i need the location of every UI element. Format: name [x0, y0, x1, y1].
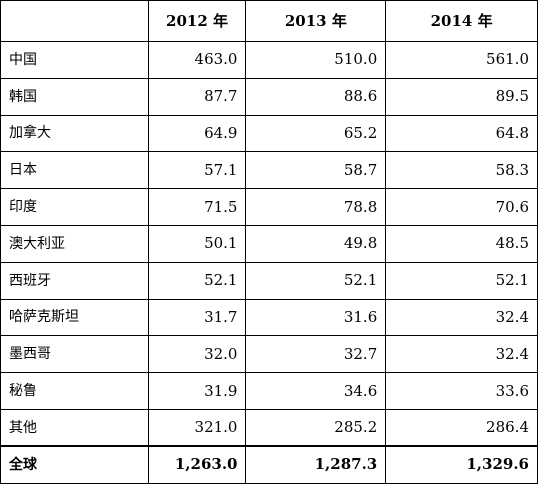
- value-cell: 65.2: [245, 114, 387, 153]
- value-cell: 285.2: [245, 408, 387, 447]
- table-row: 日本 57.1 58.7 58.3: [0, 151, 538, 190]
- value-cell: 49.8: [245, 224, 387, 263]
- value-cell: 52.1: [245, 261, 387, 300]
- row-label-cell: 加拿大: [0, 114, 149, 153]
- value-cell: 52.1: [147, 261, 247, 300]
- value-cell: 31.9: [147, 372, 247, 410]
- value-cell: 78.8: [245, 188, 387, 226]
- table-row: 秘鲁 31.9 34.6 33.6: [0, 372, 538, 410]
- value-cell: 52.1: [385, 261, 538, 300]
- total-value-cell: 1,329.6: [385, 445, 538, 484]
- value-cell: 31.7: [147, 298, 247, 337]
- value-cell: 463.0: [147, 41, 247, 79]
- row-label-cell: 中国: [0, 41, 149, 79]
- value-cell: 57.1: [147, 151, 247, 190]
- header-year-2013: 2013 年: [245, 0, 387, 42]
- value-cell: 64.9: [147, 114, 247, 153]
- header-corner-cell: [0, 0, 149, 42]
- row-label-cell: 西班牙: [0, 261, 149, 300]
- value-cell: 48.5: [385, 224, 538, 263]
- value-cell: 89.5: [385, 77, 538, 116]
- table-row: 韩国 87.7 88.6 89.5: [0, 77, 538, 116]
- table-row: 印度 71.5 78.8 70.6: [0, 188, 538, 226]
- table-row: 加拿大 64.9 65.2 64.8: [0, 114, 538, 153]
- header-row: 2012 年 2013 年 2014 年: [0, 0, 538, 42]
- total-value-cell: 1,263.0: [147, 445, 247, 484]
- table-body: 中国 463.0 510.0 561.0 韩国 87.7 88.6 89.5 加拿大 64.9 65…: [0, 41, 538, 484]
- value-cell: 32.4: [385, 298, 538, 337]
- value-cell: 88.6: [245, 77, 387, 116]
- value-cell: 32.0: [147, 335, 247, 374]
- value-cell: 64.8: [385, 114, 538, 153]
- value-cell: 510.0: [245, 41, 387, 79]
- total-label-cell: 全球: [0, 445, 149, 484]
- value-cell: 70.6: [385, 188, 538, 226]
- value-cell: 32.4: [385, 335, 538, 374]
- row-label-cell: 其他: [0, 408, 149, 447]
- value-cell: 321.0: [147, 408, 247, 447]
- value-cell: 50.1: [147, 224, 247, 263]
- value-cell: 286.4: [385, 408, 538, 447]
- table-row: 哈萨克斯坦 31.7 31.6 32.4: [0, 298, 538, 337]
- total-value-cell: 1,287.3: [245, 445, 387, 484]
- value-cell: 87.7: [147, 77, 247, 116]
- table-row: 澳大利亚 50.1 49.8 48.5: [0, 224, 538, 263]
- row-label-cell: 墨西哥: [0, 335, 149, 374]
- value-cell: 33.6: [385, 372, 538, 410]
- value-cell: 71.5: [147, 188, 247, 226]
- row-label-cell: 日本: [0, 151, 149, 190]
- header-year-2014: 2014 年: [385, 0, 538, 42]
- row-label-cell: 秘鲁: [0, 372, 149, 410]
- value-cell: 561.0: [385, 41, 538, 79]
- row-label-cell: 韩国: [0, 77, 149, 116]
- value-cell: 34.6: [245, 372, 387, 410]
- value-cell: 31.6: [245, 298, 387, 337]
- row-label-cell: 印度: [0, 188, 149, 226]
- row-label-cell: 澳大利亚: [0, 224, 149, 263]
- table-row: 墨西哥 32.0 32.7 32.4: [0, 335, 538, 374]
- value-cell: 32.7: [245, 335, 387, 374]
- total-row: 全球 1,263.0 1,287.3 1,329.6: [0, 445, 538, 484]
- value-cell: 58.7: [245, 151, 387, 190]
- table-row: 其他 321.0 285.2 286.4: [0, 408, 538, 447]
- table-row: 中国 463.0 510.0 561.0: [0, 41, 538, 79]
- row-label-cell: 哈萨克斯坦: [0, 298, 149, 337]
- table-row: 西班牙 52.1 52.1 52.1: [0, 261, 538, 300]
- value-cell: 58.3: [385, 151, 538, 190]
- header-year-2012: 2012 年: [147, 0, 247, 42]
